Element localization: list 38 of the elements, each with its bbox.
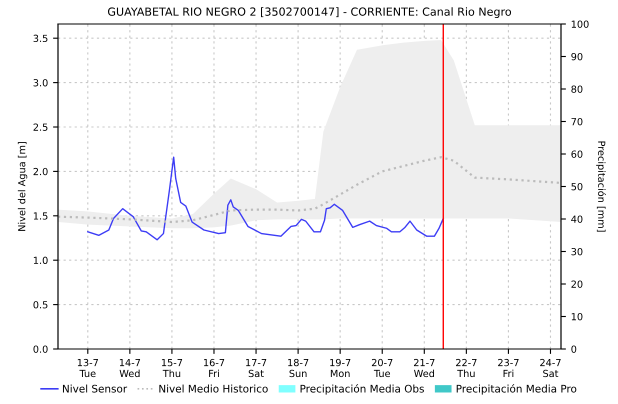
y-tick-label: 2.5 xyxy=(34,123,48,131)
x-tick-label: 14-7 Wed xyxy=(120,359,140,378)
y2-tick-label: 40 xyxy=(571,215,582,223)
y2-axis-title: Precipitación [mm] xyxy=(596,141,606,232)
y2-tick-label: 20 xyxy=(571,280,582,288)
y-tick-label: 1.5 xyxy=(34,212,48,220)
legend-label: Nivel Medio Historico xyxy=(159,384,268,393)
y2-tick-label: 50 xyxy=(571,182,582,190)
x-tick-label: 15-7 Thu xyxy=(162,359,182,378)
y2-tick-label: 0 xyxy=(571,345,576,353)
y2-tick-label: 10 xyxy=(572,312,582,320)
y2-tick-label: 80 xyxy=(571,85,582,93)
legend-label: Precipitación Media Pro xyxy=(456,384,576,395)
y-tick-label: 3.0 xyxy=(34,79,48,86)
y-axis-title: Nivel del Agua [m] xyxy=(18,142,28,231)
chart-title: GUAYABETAL RIO NEGRO 2 [3502700147] - CORRIENTE: Canal Rio Negro xyxy=(108,7,512,18)
y2-tick-label: 100 xyxy=(572,20,589,28)
y-tick-label: 1.0 xyxy=(34,256,48,264)
x-tick-label: 19-7 Mon xyxy=(330,358,350,378)
x-tick-label: 20-7 Tue xyxy=(372,358,392,378)
legend-label: Precipitación Media Obs xyxy=(300,384,424,395)
x-tick-label: 21-7 Wed xyxy=(414,358,434,378)
y-tick-label: 3.5 xyxy=(34,34,48,42)
x-tick-label: 16-7 Fri xyxy=(204,358,224,377)
x-tick-label: 22-7 Thu xyxy=(456,358,477,378)
x-tick-label: 24-7 Sat xyxy=(540,358,561,378)
y2-tick-label: 60 xyxy=(571,150,582,158)
y2-tick-label: 30 xyxy=(571,248,582,256)
y-tick-label: 0.5 xyxy=(33,301,48,308)
y2-tick-label: 90 xyxy=(571,52,582,60)
y2-tick-label: 70 xyxy=(572,118,582,126)
x-tick-label: 18-7 Sun xyxy=(288,358,308,378)
y-tick-label: 2.0 xyxy=(34,168,48,176)
legend-label: Nivel Sensor xyxy=(62,384,128,393)
x-tick-label: 23-7 Fri xyxy=(498,358,519,377)
x-tick-label: 17-7 Sat xyxy=(246,359,266,378)
y-tick-label: 0.0 xyxy=(33,345,48,353)
x-tick-label: 13-7 Tue xyxy=(78,358,98,378)
